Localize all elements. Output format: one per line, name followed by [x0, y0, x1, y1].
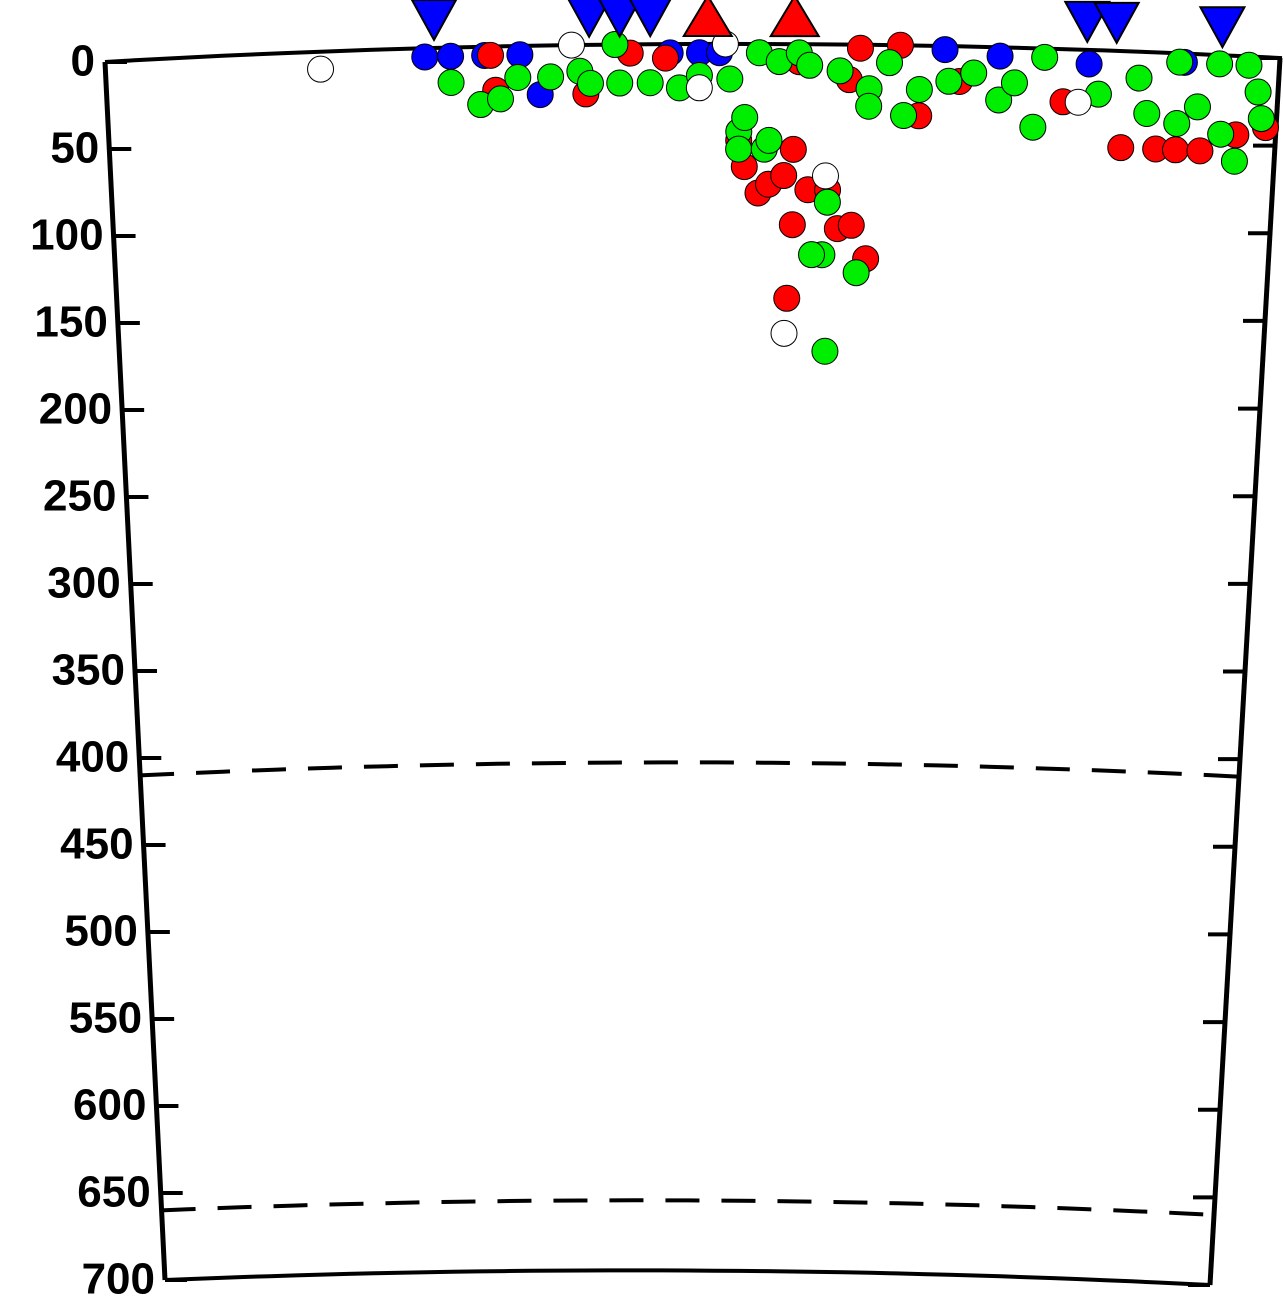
point: [779, 135, 807, 163]
frame: [104, 41, 1283, 1287]
point: [855, 92, 883, 120]
point: [1207, 120, 1235, 148]
point: [716, 65, 744, 93]
y-tick-label: 500: [64, 907, 137, 956]
point: [986, 42, 1014, 70]
point: [651, 44, 679, 72]
point: [813, 188, 841, 216]
point: [960, 59, 988, 87]
y-tick-label: 50: [50, 124, 99, 173]
point: [935, 67, 963, 95]
volcano: [768, 0, 821, 38]
point: [557, 31, 585, 59]
point: [778, 211, 806, 239]
point: [1075, 50, 1103, 78]
point: [477, 41, 505, 69]
station: [1063, 0, 1111, 44]
point: [486, 85, 514, 113]
point: [905, 75, 933, 103]
point: [770, 162, 798, 190]
station: [598, 0, 641, 39]
station: [410, 0, 458, 43]
point: [796, 51, 824, 79]
point: [842, 259, 870, 287]
point: [636, 69, 664, 97]
y-tick-label: 250: [43, 472, 116, 521]
y-tick-label: 700: [82, 1255, 155, 1304]
station: [629, 0, 672, 39]
point: [1161, 136, 1189, 164]
y-tick-label: 0: [71, 37, 95, 86]
point: [606, 69, 634, 97]
point: [307, 55, 335, 83]
volcano: [682, 0, 734, 37]
point: [811, 337, 839, 365]
point: [846, 34, 874, 62]
point: [601, 31, 629, 59]
point: [1247, 105, 1275, 133]
y-tick-label: 150: [34, 298, 107, 347]
station: [567, 0, 611, 39]
point: [1183, 93, 1211, 121]
point: [437, 42, 465, 70]
station: [1198, 6, 1247, 50]
point: [931, 36, 959, 64]
point: [731, 104, 759, 132]
point: [1000, 69, 1028, 97]
point: [773, 284, 801, 312]
point: [1186, 137, 1214, 165]
y-tick-label: 400: [56, 733, 129, 782]
point: [576, 69, 604, 97]
point: [437, 69, 465, 97]
station: [1092, 1, 1141, 45]
point: [755, 126, 783, 154]
y-tick-label: 300: [47, 559, 120, 608]
point: [1133, 100, 1161, 128]
point: [411, 43, 439, 71]
y-tick-label: 650: [77, 1168, 150, 1217]
point: [1163, 110, 1191, 138]
y-tick-label: 100: [30, 211, 103, 260]
point: [1031, 43, 1059, 71]
y-tick-label: 200: [39, 385, 112, 434]
point: [1220, 147, 1248, 175]
point: [811, 162, 839, 190]
point: [1244, 78, 1272, 106]
point: [1064, 88, 1092, 116]
point: [837, 211, 865, 239]
point: [1206, 50, 1234, 78]
point: [685, 74, 713, 102]
point: [504, 64, 532, 92]
y-tick-label: 450: [60, 820, 133, 869]
discontinuity-line: [161, 1198, 1215, 1217]
point: [1235, 51, 1263, 79]
point: [1107, 134, 1135, 162]
point: [826, 57, 854, 85]
point: [798, 241, 826, 269]
y-tick-label: 350: [52, 646, 125, 695]
point: [1019, 113, 1047, 141]
point: [506, 41, 534, 69]
point: [1125, 64, 1153, 92]
point: [1166, 48, 1194, 76]
point: [725, 135, 753, 163]
point: [876, 49, 904, 77]
y-tick-label: 600: [73, 1081, 146, 1130]
point: [537, 63, 565, 91]
discontinuity-line: [140, 760, 1240, 779]
point: [985, 86, 1013, 114]
y-tick-label: 550: [69, 994, 142, 1043]
point: [770, 319, 798, 347]
point: [890, 102, 918, 130]
